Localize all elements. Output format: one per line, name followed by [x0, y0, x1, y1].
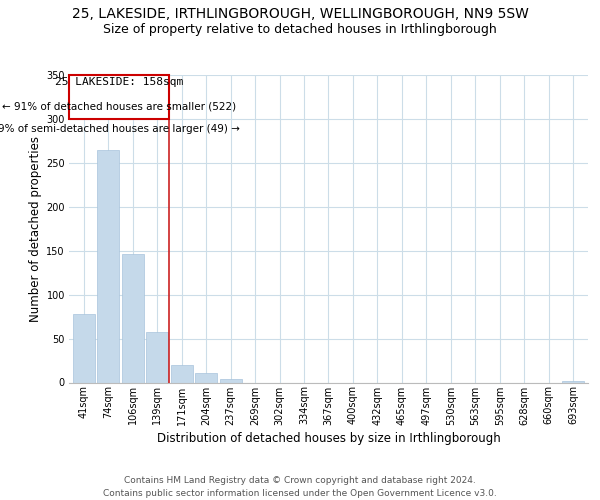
Bar [170, 365, 193, 382]
Text: Contains HM Land Registry data © Crown copyright and database right 2024.: Contains HM Land Registry data © Crown c… [124, 476, 476, 485]
Text: Contains public sector information licensed under the Open Government Licence v3: Contains public sector information licen… [103, 489, 497, 498]
Bar [220, 379, 242, 382]
X-axis label: Distribution of detached houses by size in Irthlingborough: Distribution of detached houses by size … [157, 432, 500, 444]
Text: 9% of semi-detached houses are larger (49) →: 9% of semi-detached houses are larger (4… [0, 124, 240, 134]
Text: 25, LAKESIDE, IRTHLINGBOROUGH, WELLINGBOROUGH, NN9 5SW: 25, LAKESIDE, IRTHLINGBOROUGH, WELLINGBO… [71, 8, 529, 22]
Bar [97, 150, 119, 382]
Bar [562, 380, 584, 382]
FancyBboxPatch shape [69, 75, 169, 119]
Y-axis label: Number of detached properties: Number of detached properties [29, 136, 42, 322]
Bar [73, 314, 95, 382]
Text: Size of property relative to detached houses in Irthlingborough: Size of property relative to detached ho… [103, 22, 497, 36]
Bar [146, 332, 168, 382]
Text: 25 LAKESIDE: 158sqm: 25 LAKESIDE: 158sqm [55, 76, 184, 86]
Text: ← 91% of detached houses are smaller (522): ← 91% of detached houses are smaller (52… [2, 101, 236, 111]
Bar [195, 373, 217, 382]
Bar [122, 254, 143, 382]
